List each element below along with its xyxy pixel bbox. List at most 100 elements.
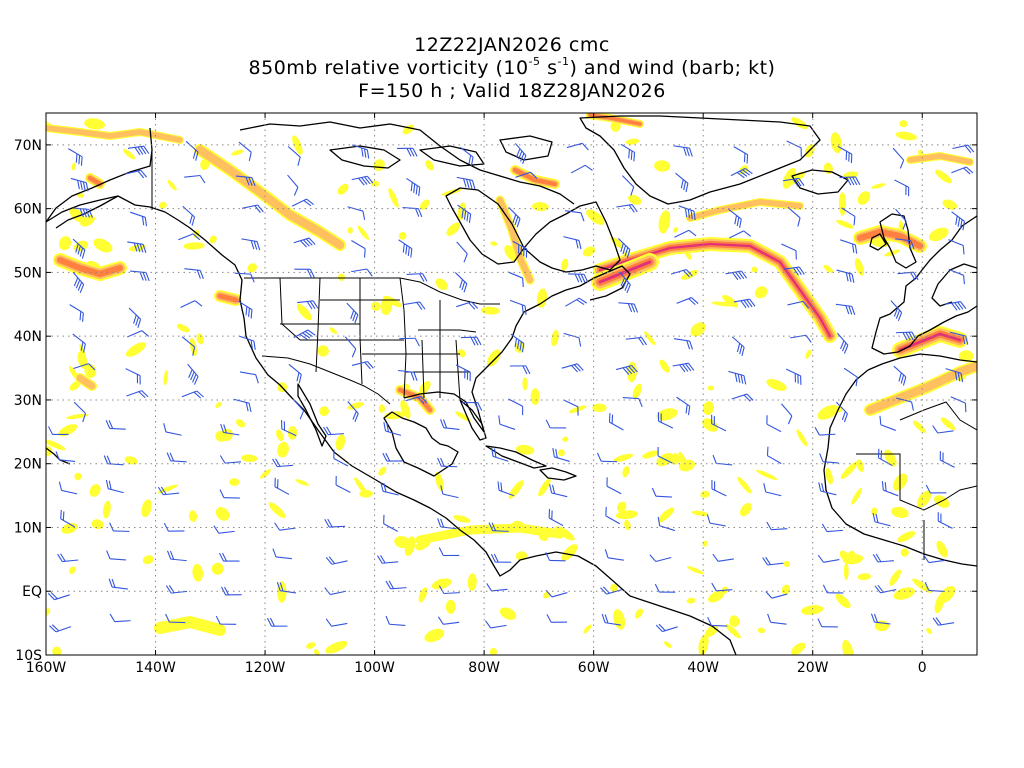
political-borders: [151, 148, 977, 560]
vorticity-patch: [686, 597, 696, 604]
vorticity-patch: [889, 569, 902, 586]
wind-barb: [837, 145, 853, 164]
wind-barb: [781, 243, 797, 260]
wind-barb: [766, 521, 788, 531]
wind-barb: [272, 458, 294, 468]
wind-barb: [600, 586, 623, 595]
vorticity-patch: [670, 453, 680, 465]
wind-barb: [706, 514, 726, 527]
lat-label: 50N: [14, 265, 42, 281]
wind-barb: [881, 481, 899, 497]
vorticity-patch: [616, 501, 627, 513]
wind-barb: [561, 363, 584, 373]
wind-barb: [103, 455, 124, 466]
plot-frame: [45, 112, 978, 656]
border-us-states: [279, 277, 477, 401]
lat-label: EQ: [22, 584, 42, 600]
wind-barb: [234, 272, 255, 283]
wind-barb: [456, 176, 476, 190]
vorticity-patch: [46, 439, 66, 451]
vorticity-patch: [805, 349, 812, 359]
vorticity-patch: [435, 471, 444, 492]
wind-barb: [213, 525, 235, 534]
wind-barb: [733, 146, 749, 164]
wind-barb: [925, 484, 947, 494]
border-africa: [856, 401, 977, 560]
vorticity-patch: [295, 479, 309, 486]
wind-barb: [840, 239, 858, 254]
wind-barb: [440, 419, 460, 430]
vorticity-patch: [260, 469, 271, 479]
vorticity-band: [195, 145, 345, 250]
wind-barb: [406, 177, 421, 197]
vorticity-patch: [708, 590, 725, 603]
vorticity-patch: [276, 429, 284, 442]
wind-barb: [344, 336, 357, 358]
wind-barb: [287, 146, 301, 166]
vorticity-patch: [192, 563, 204, 582]
wind-barb: [58, 481, 78, 495]
wind-barb: [490, 553, 512, 563]
wind-barb: [438, 547, 460, 557]
vorticity-patch: [592, 403, 607, 413]
vorticity-patch: [490, 241, 498, 246]
wind-barb: [60, 509, 75, 528]
vorticity-patch: [398, 231, 407, 240]
wind-barb: [655, 623, 678, 633]
vorticity-band: [217, 293, 239, 303]
vorticity-patch: [781, 584, 790, 596]
wind-barb: [57, 553, 79, 563]
vorticity-patch: [663, 641, 672, 649]
vorticity-patch: [445, 599, 456, 614]
wind-barb: [233, 398, 252, 413]
vorticity-patch: [157, 484, 179, 494]
wind-barb: [767, 613, 787, 625]
wind-barb: [892, 147, 905, 169]
coast-hawaii: [46, 447, 71, 465]
vorticity-patch: [74, 472, 82, 481]
wind-barb: [675, 172, 689, 193]
vorticity-patch: [329, 327, 338, 335]
vorticity-patch: [371, 301, 381, 311]
vorticity-patch: [435, 278, 448, 291]
vorticity-patch: [400, 400, 411, 419]
vorticity-patch: [215, 401, 222, 408]
coast-arctic-archipelago: [239, 121, 575, 205]
wind-barb: [570, 164, 593, 174]
vorticity-patch: [857, 191, 871, 205]
wind-barb: [944, 301, 967, 311]
wind-barb: [293, 237, 316, 248]
vorticity-patch: [582, 246, 596, 257]
wind-barb: [127, 241, 147, 253]
wind-barb: [596, 452, 618, 463]
title-field-part: ) and wind (barb; kt): [569, 57, 776, 79]
vorticity-patch: [711, 301, 733, 307]
wind-barb: [728, 370, 747, 385]
vorticity-patch: [857, 573, 871, 581]
wind-barb: [657, 447, 673, 464]
wind-barb: [325, 556, 348, 565]
wind-barb: [351, 360, 374, 370]
wind-barb: [508, 206, 521, 228]
wind-barb: [497, 481, 515, 497]
coast-alaska-west: [46, 127, 153, 229]
wind-barb: [509, 299, 527, 315]
vorticity-patch: [851, 487, 863, 505]
vorticity-patch: [516, 444, 535, 455]
lat-label: 70N: [14, 138, 42, 154]
wind-barb: [127, 145, 150, 156]
vorticity-band: [687, 199, 803, 221]
wind-barb: [552, 448, 570, 462]
wind-barb: [790, 334, 812, 343]
wind-barb: [730, 167, 753, 179]
vorticity-patch: [634, 608, 644, 619]
wind-barb: [783, 177, 805, 187]
vorticity-patch: [176, 323, 190, 333]
wind-barb: [437, 616, 460, 625]
vorticity-patch: [84, 364, 97, 378]
vorticity-patch: [613, 453, 634, 463]
vorticity-patch: [871, 183, 886, 189]
vorticity-patch: [504, 245, 519, 262]
vorticity-patch: [823, 264, 834, 273]
wind-barb: [181, 390, 204, 399]
